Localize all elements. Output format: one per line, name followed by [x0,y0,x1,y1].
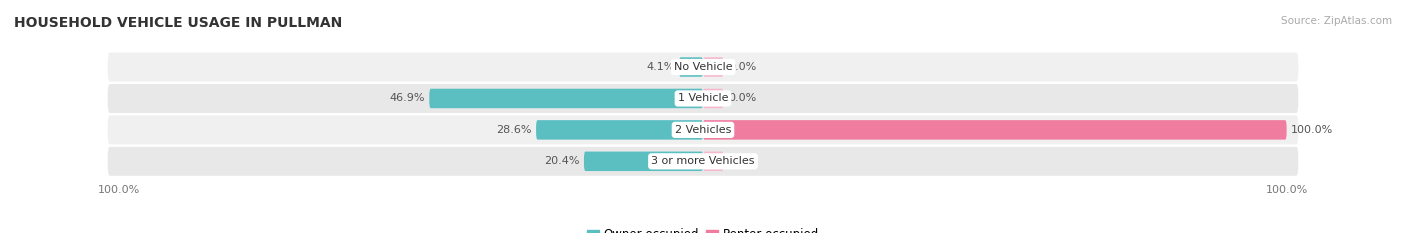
FancyBboxPatch shape [108,53,1298,82]
FancyBboxPatch shape [108,115,1298,144]
FancyBboxPatch shape [108,84,1298,113]
Text: 28.6%: 28.6% [496,125,531,135]
Text: 0.0%: 0.0% [728,93,756,103]
FancyBboxPatch shape [703,57,724,77]
FancyBboxPatch shape [108,147,1298,176]
Text: 1 Vehicle: 1 Vehicle [678,93,728,103]
FancyBboxPatch shape [703,152,724,171]
FancyBboxPatch shape [429,89,703,108]
Text: 0.0%: 0.0% [728,156,756,166]
Text: 3 or more Vehicles: 3 or more Vehicles [651,156,755,166]
Text: 100.0%: 100.0% [1291,125,1333,135]
Text: 20.4%: 20.4% [544,156,579,166]
Text: 2 Vehicles: 2 Vehicles [675,125,731,135]
Text: Source: ZipAtlas.com: Source: ZipAtlas.com [1281,16,1392,26]
Text: 0.0%: 0.0% [728,62,756,72]
Text: HOUSEHOLD VEHICLE USAGE IN PULLMAN: HOUSEHOLD VEHICLE USAGE IN PULLMAN [14,16,342,30]
FancyBboxPatch shape [703,89,724,108]
FancyBboxPatch shape [583,152,703,171]
FancyBboxPatch shape [536,120,703,140]
Text: 4.1%: 4.1% [645,62,675,72]
FancyBboxPatch shape [679,57,703,77]
FancyBboxPatch shape [703,120,1286,140]
Text: No Vehicle: No Vehicle [673,62,733,72]
Text: 46.9%: 46.9% [389,93,425,103]
Legend: Owner-occupied, Renter-occupied: Owner-occupied, Renter-occupied [582,224,824,233]
